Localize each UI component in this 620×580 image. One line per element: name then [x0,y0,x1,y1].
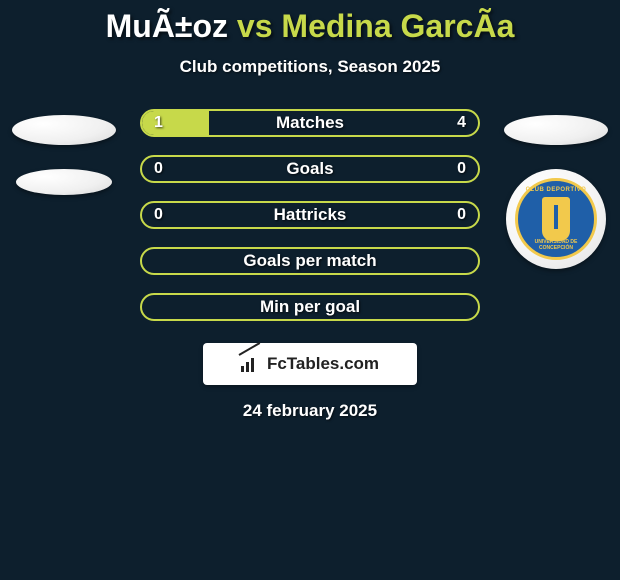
player-right-club-badge: CLUB DEPORTIVO UNIVERSIDAD DE CONCEPCIÓN [506,169,606,269]
comparison-card: MuÃ±oz vs Medina GarcÃ­a Club competitio… [0,0,620,421]
player-left-avatar [12,115,116,145]
stat-value-left: 0 [154,160,163,178]
club-shield-icon [542,197,570,241]
club-text-bottom: UNIVERSIDAD DE CONCEPCIÓN [518,239,594,251]
stat-value-left: 0 [154,206,163,224]
player-left-name: MuÃ±oz [106,8,228,44]
source-badge: FcTables.com [203,343,417,385]
stat-value-right: 4 [457,114,466,132]
stat-bar: 0 0 Hattricks [140,201,480,229]
stat-fill-left [142,111,209,135]
left-column [8,109,120,195]
stats-column: 1 4 Matches 0 0 Goals 0 0 Hattricks Goals per mat… [140,109,480,321]
stat-label: Min per goal [260,297,360,317]
vs-label: vs [237,8,273,44]
subtitle: Club competitions, Season 2025 [0,57,620,77]
club-text-top: CLUB DEPORTIVO [518,187,594,193]
source-text: FcTables.com [267,354,379,374]
stat-bar: 0 0 Goals [140,155,480,183]
stat-bar: Min per goal [140,293,480,321]
stat-label: Matches [276,113,344,133]
date-label: 24 february 2025 [0,401,620,421]
page-title: MuÃ±oz vs Medina GarcÃ­a [0,8,620,45]
player-right-avatar [504,115,608,145]
right-column: CLUB DEPORTIVO UNIVERSIDAD DE CONCEPCIÓN [500,109,612,269]
stat-label: Hattricks [274,205,347,225]
stat-label: Goals [286,159,333,179]
stat-value-right: 0 [457,206,466,224]
content-row: 1 4 Matches 0 0 Goals 0 0 Hattricks Goals per mat… [0,109,620,321]
chart-icon [241,356,261,372]
player-left-club-placeholder [16,169,112,195]
stat-bar: 1 4 Matches [140,109,480,137]
club-badge-inner: CLUB DEPORTIVO UNIVERSIDAD DE CONCEPCIÓN [515,178,597,260]
player-right-name: Medina GarcÃ­a [281,8,514,44]
stat-label: Goals per match [243,251,376,271]
stat-value-left: 1 [154,114,163,132]
stat-value-right: 0 [457,160,466,178]
stat-bar: Goals per match [140,247,480,275]
